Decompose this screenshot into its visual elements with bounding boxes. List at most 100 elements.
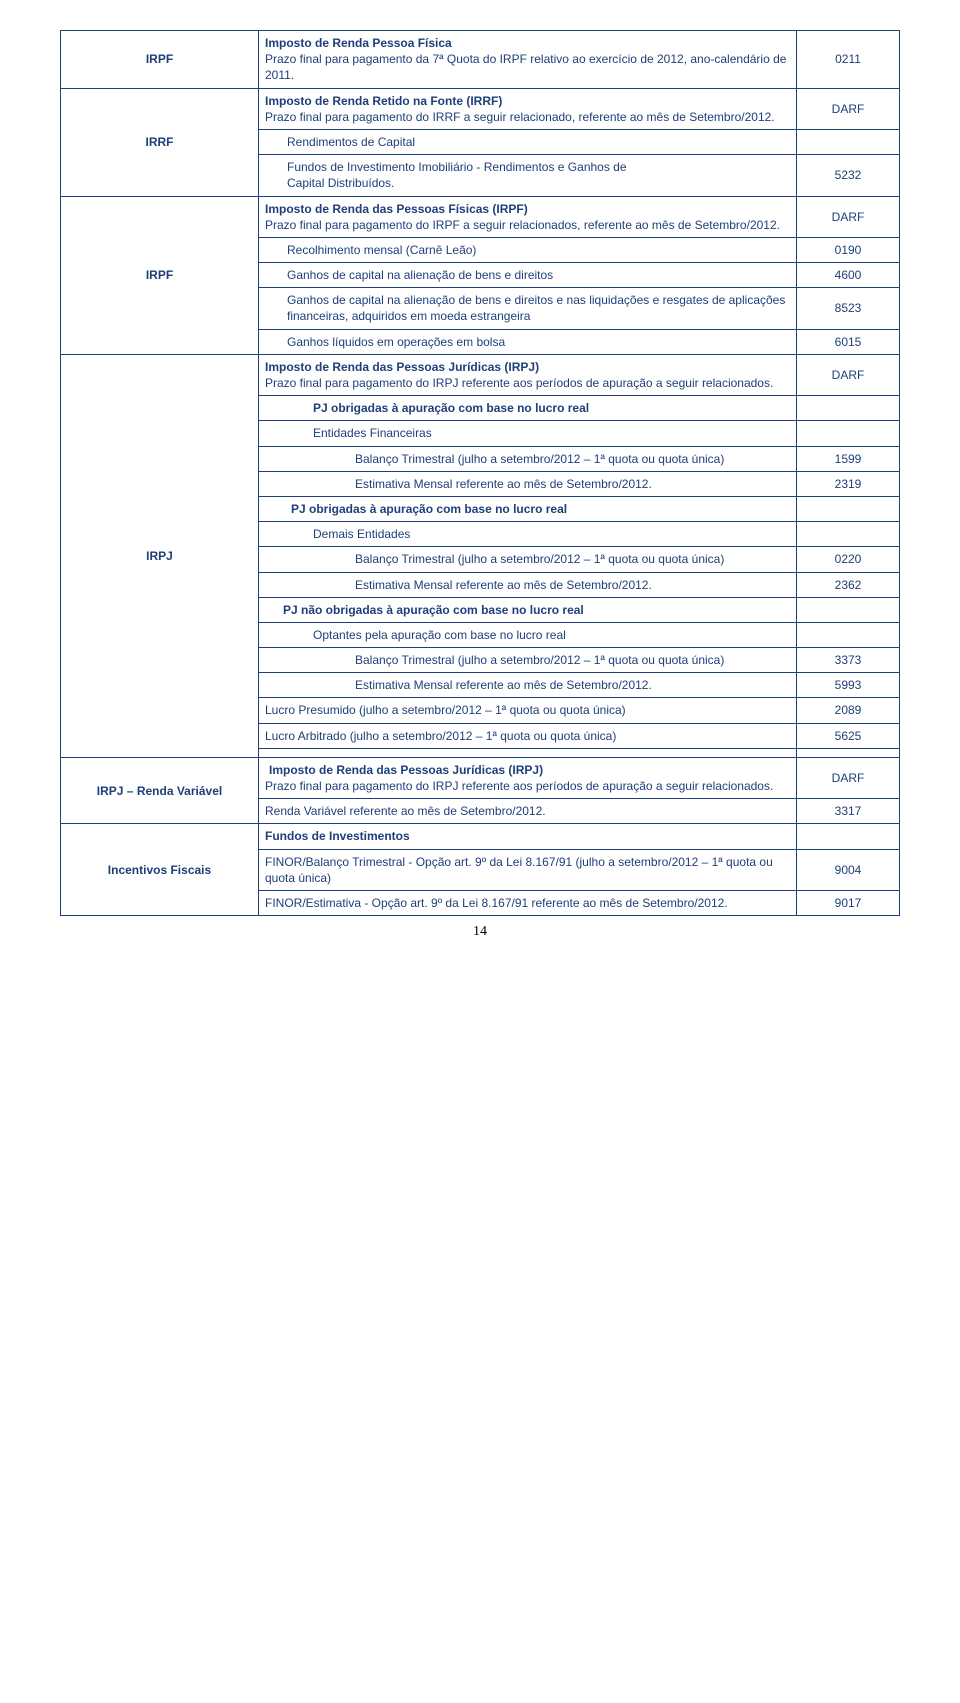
- code-optantes-empty: [797, 622, 900, 647]
- code-ganhos-bolsa: 6015: [797, 329, 900, 354]
- code-carne-leao: 0190: [797, 237, 900, 262]
- code-pj-nao-empty: [797, 597, 900, 622]
- code-irpj-header: DARF: [797, 354, 900, 395]
- cell-pj-nao-obrigadas: PJ não obrigadas à apuração com base no …: [259, 597, 797, 622]
- cell-pj-obrigadas: PJ obrigadas à apuração com base no lucr…: [259, 396, 797, 421]
- code-bal-trim-1: 1599: [797, 446, 900, 471]
- cell-bal-trim-3: Balanço Trimestral (julho a setembro/201…: [259, 648, 797, 673]
- code-finor-est: 9017: [797, 890, 900, 915]
- code-bal-trim-2: 0220: [797, 547, 900, 572]
- cell-fundos-inv: Fundos de Investimento Imobiliário - Ren…: [259, 155, 797, 196]
- text-lucro-presumido: Lucro Presumido (julho a setembro/2012 –…: [265, 702, 790, 718]
- cell-optantes: Optantes pela apuração com base no lucro…: [259, 622, 797, 647]
- code-pj-obrigadas-2-empty: [797, 496, 900, 521]
- text-fundos-header: Fundos de Investimentos: [265, 828, 790, 844]
- title-irpf-header: Imposto de Renda das Pessoas Físicas (IR…: [265, 201, 790, 217]
- text-ganhos-moeda: Ganhos de capital na alienação de bens e…: [265, 292, 790, 324]
- code-pj-obrigadas-empty: [797, 396, 900, 421]
- text-lucro-arbitrado: Lucro Arbitrado (julho a setembro/2012 –…: [265, 728, 790, 744]
- cell-lucro-presumido: Lucro Presumido (julho a setembro/2012 –…: [259, 698, 797, 723]
- code-irpf-header: DARF: [797, 196, 900, 237]
- code-irpj-spacer: [797, 748, 900, 757]
- cell-irrf-header: Imposto de Renda Retido na Fonte (IRRF) …: [259, 88, 797, 129]
- cell-renda-var: Renda Variável referente ao mês de Setem…: [259, 799, 797, 824]
- code-ganhos-bens: 4600: [797, 263, 900, 288]
- text-fundos-inv1: Fundos de Investimento Imobiliário - Ren…: [265, 159, 790, 175]
- text-bal-trim-3: Balanço Trimestral (julho a setembro/201…: [355, 653, 724, 667]
- body-irpj-header: Prazo final para pagamento do IRPJ refer…: [265, 375, 790, 391]
- code-est-mensal-3: 5993: [797, 673, 900, 698]
- code-irpf-quota: 0211: [797, 31, 900, 89]
- cell-ent-fin: Entidades Financeiras: [259, 421, 797, 446]
- code-lucro-arbitrado: 5625: [797, 723, 900, 748]
- cell-ganhos-moeda: Ganhos de capital na alienação de bens e…: [259, 288, 797, 329]
- code-irpj-rv-header: DARF: [797, 757, 900, 798]
- cell-ganhos-bolsa: Ganhos líquidos em operações em bolsa: [259, 329, 797, 354]
- code-ganhos-moeda: 8523: [797, 288, 900, 329]
- cell-ganhos-bens: Ganhos de capital na alienação de bens e…: [259, 263, 797, 288]
- code-bal-trim-3: 3373: [797, 648, 900, 673]
- text-renda-var: Renda Variável referente ao mês de Setem…: [265, 803, 790, 819]
- text-demais: Demais Entidades: [265, 526, 790, 542]
- label-irpf-1: IRPF: [61, 31, 259, 89]
- tax-table: IRPF Imposto de Renda Pessoa Física Praz…: [60, 30, 900, 916]
- body-irpj-rv: Prazo final para pagamento do IRPJ refer…: [265, 778, 790, 794]
- cell-rend-capital: Rendimentos de Capital: [259, 129, 797, 154]
- cell-finor-est: FINOR/Estimativa - Opção art. 9º da Lei …: [259, 890, 797, 915]
- code-ent-fin-empty: [797, 421, 900, 446]
- text-est-mensal-2: Estimativa Mensal referente ao mês de Se…: [355, 578, 652, 592]
- label-irpj-rv: IRPJ – Renda Variável: [61, 757, 259, 824]
- page-container: IRPF Imposto de Renda Pessoa Física Praz…: [0, 0, 960, 970]
- label-irpj: IRPJ: [61, 354, 259, 757]
- text-fundos-inv2: Capital Distribuídos.: [265, 175, 790, 191]
- text-est-mensal-3: Estimativa Mensal referente ao mês de Se…: [355, 678, 652, 692]
- code-lucro-presumido: 2089: [797, 698, 900, 723]
- cell-fundos-header: Fundos de Investimentos: [259, 824, 797, 849]
- title-irpj-header: Imposto de Renda das Pessoas Jurídicas (…: [265, 359, 790, 375]
- text-finor-bal: FINOR/Balanço Trimestral - Opção art. 9º…: [265, 854, 790, 886]
- cell-lucro-arbitrado: Lucro Arbitrado (julho a setembro/2012 –…: [259, 723, 797, 748]
- cell-irpj-header: Imposto de Renda das Pessoas Jurídicas (…: [259, 354, 797, 395]
- text-finor-est: FINOR/Estimativa - Opção art. 9º da Lei …: [265, 895, 790, 911]
- text-carne-leao: Recolhimento mensal (Carnê Leão): [265, 242, 790, 258]
- body-irrf: Prazo final para pagamento do IRRF a seg…: [265, 109, 790, 125]
- text-bal-trim-1: Balanço Trimestral (julho a setembro/201…: [355, 452, 724, 466]
- text-ent-fin: Entidades Financeiras: [265, 425, 790, 441]
- cell-irpj-spacer: [259, 748, 797, 757]
- cell-bal-trim-1: Balanço Trimestral (julho a setembro/201…: [259, 446, 797, 471]
- cell-demais: Demais Entidades: [259, 522, 797, 547]
- title-irrf: Imposto de Renda Retido na Fonte (IRRF): [265, 93, 790, 109]
- code-est-mensal-2: 2362: [797, 572, 900, 597]
- text-ganhos-bolsa: Ganhos líquidos em operações em bolsa: [265, 334, 790, 350]
- cell-bal-trim-2: Balanço Trimestral (julho a setembro/201…: [259, 547, 797, 572]
- cell-irpf-header: Imposto de Renda das Pessoas Físicas (IR…: [259, 196, 797, 237]
- text-bal-trim-2: Balanço Trimestral (julho a setembro/201…: [355, 552, 724, 566]
- text-pj-nao-obrigadas: PJ não obrigadas à apuração com base no …: [283, 603, 584, 617]
- cell-est-mensal-2: Estimativa Mensal referente ao mês de Se…: [259, 572, 797, 597]
- body-irpf-quota: Prazo final para pagamento da 7ª Quota d…: [265, 51, 790, 83]
- label-irpf-2: IRPF: [61, 196, 259, 354]
- code-rend-capital-empty: [797, 129, 900, 154]
- code-demais-empty: [797, 522, 900, 547]
- text-pj-obrigadas: PJ obrigadas à apuração com base no lucr…: [265, 400, 790, 416]
- code-finor-bal: 9004: [797, 849, 900, 890]
- text-rend-capital: Rendimentos de Capital: [265, 134, 790, 150]
- text-pj-obrigadas-2: PJ obrigadas à apuração com base no lucr…: [291, 502, 567, 516]
- body-irpf-header: Prazo final para pagamento do IRPF a seg…: [265, 217, 790, 233]
- title-irpf-quota: Imposto de Renda Pessoa Física: [265, 35, 790, 51]
- label-irrf: IRRF: [61, 88, 259, 196]
- text-ganhos-bens: Ganhos de capital na alienação de bens e…: [265, 267, 790, 283]
- cell-irpf-quota: Imposto de Renda Pessoa Física Prazo fin…: [259, 31, 797, 89]
- label-incentivos: Incentivos Fiscais: [61, 824, 259, 916]
- cell-pj-obrigadas-2: PJ obrigadas à apuração com base no lucr…: [259, 496, 797, 521]
- text-optantes: Optantes pela apuração com base no lucro…: [265, 627, 790, 643]
- cell-est-mensal-3: Estimativa Mensal referente ao mês de Se…: [259, 673, 797, 698]
- title-irpj-rv: Imposto de Renda das Pessoas Jurídicas (…: [265, 762, 790, 778]
- text-est-mensal-1: Estimativa Mensal referente ao mês de Se…: [355, 477, 652, 491]
- cell-irpj-rv-header: Imposto de Renda das Pessoas Jurídicas (…: [259, 757, 797, 798]
- code-fundos-header-empty: [797, 824, 900, 849]
- code-irrf-header: DARF: [797, 88, 900, 129]
- cell-carne-leao: Recolhimento mensal (Carnê Leão): [259, 237, 797, 262]
- code-est-mensal-1: 2319: [797, 471, 900, 496]
- cell-finor-bal: FINOR/Balanço Trimestral - Opção art. 9º…: [259, 849, 797, 890]
